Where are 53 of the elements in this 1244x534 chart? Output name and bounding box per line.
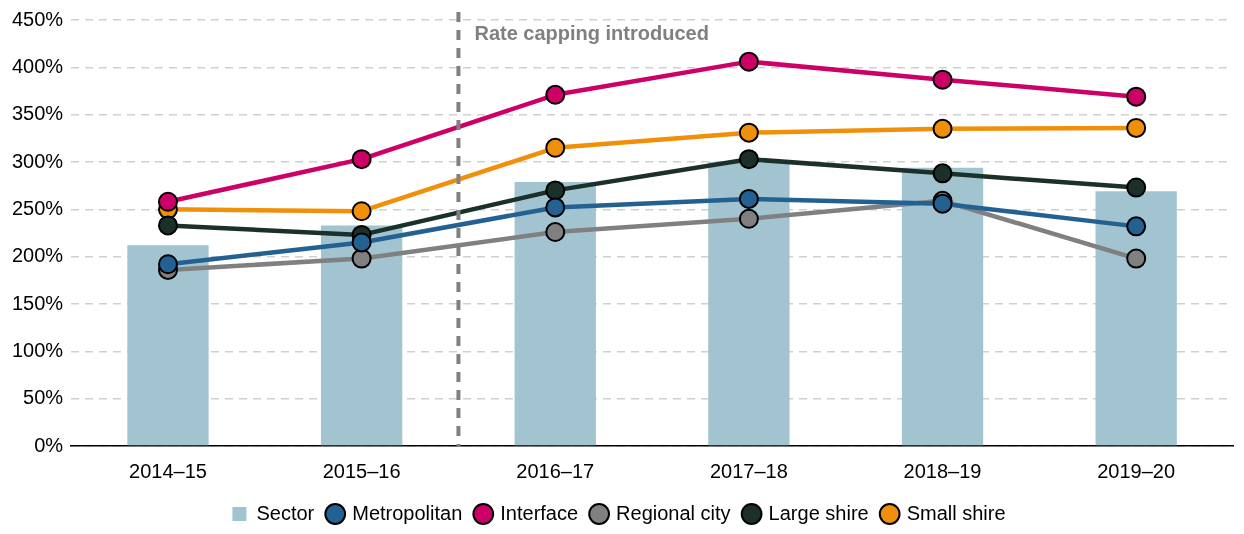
x-tick-label: 2017–18 <box>709 459 788 482</box>
legend-label: Metropolitan <box>352 501 463 524</box>
point <box>932 69 953 90</box>
point <box>738 122 759 143</box>
point <box>738 149 759 170</box>
point <box>157 191 178 212</box>
y-tick-label: 100% <box>12 338 64 361</box>
bar <box>1095 191 1177 446</box>
point <box>1126 86 1147 107</box>
bar <box>127 245 209 446</box>
y-tick-label: 0% <box>34 433 64 456</box>
point <box>1126 117 1147 138</box>
y-tick-label: 50% <box>23 386 64 409</box>
point <box>545 84 566 105</box>
legend-label: Large shire <box>768 501 869 524</box>
point <box>1126 248 1147 269</box>
point <box>351 149 372 170</box>
point <box>545 137 566 158</box>
y-tick-label: 300% <box>12 149 64 172</box>
y-tick-label: 150% <box>12 291 64 314</box>
y-tick-label: 250% <box>12 196 64 219</box>
point <box>351 232 372 253</box>
bar <box>514 181 596 446</box>
legend-label: Small shire <box>906 501 1006 524</box>
bar <box>320 225 403 446</box>
x-tick-label: 2018–19 <box>903 459 982 482</box>
legend-label: Interface <box>500 501 579 524</box>
y-tick-label: 200% <box>12 244 64 267</box>
point <box>545 222 566 243</box>
x-tick-label: 2016–17 <box>516 459 595 482</box>
y-tick-label: 400% <box>12 54 64 77</box>
y-tick-label: 350% <box>12 102 64 125</box>
point <box>1126 177 1147 198</box>
point <box>157 254 178 275</box>
x-tick-label: 2015–16 <box>322 459 401 482</box>
point <box>738 208 759 229</box>
ref-line-label: Rate capping introduced <box>474 21 709 44</box>
x-tick-label: 2019–20 <box>1097 459 1176 482</box>
bar <box>901 167 984 446</box>
point <box>738 188 759 209</box>
legend-label: Sector <box>256 501 315 524</box>
point <box>738 51 759 72</box>
x-tick-label: 2014–15 <box>129 459 207 482</box>
point <box>1126 216 1147 237</box>
point <box>932 118 953 139</box>
point <box>545 180 566 201</box>
point <box>545 197 566 218</box>
y-tick-label: 450% <box>12 7 64 30</box>
point <box>932 163 953 184</box>
legend-label: Regional city <box>616 501 731 524</box>
point <box>157 215 178 236</box>
bar <box>708 162 790 446</box>
point <box>351 201 372 222</box>
